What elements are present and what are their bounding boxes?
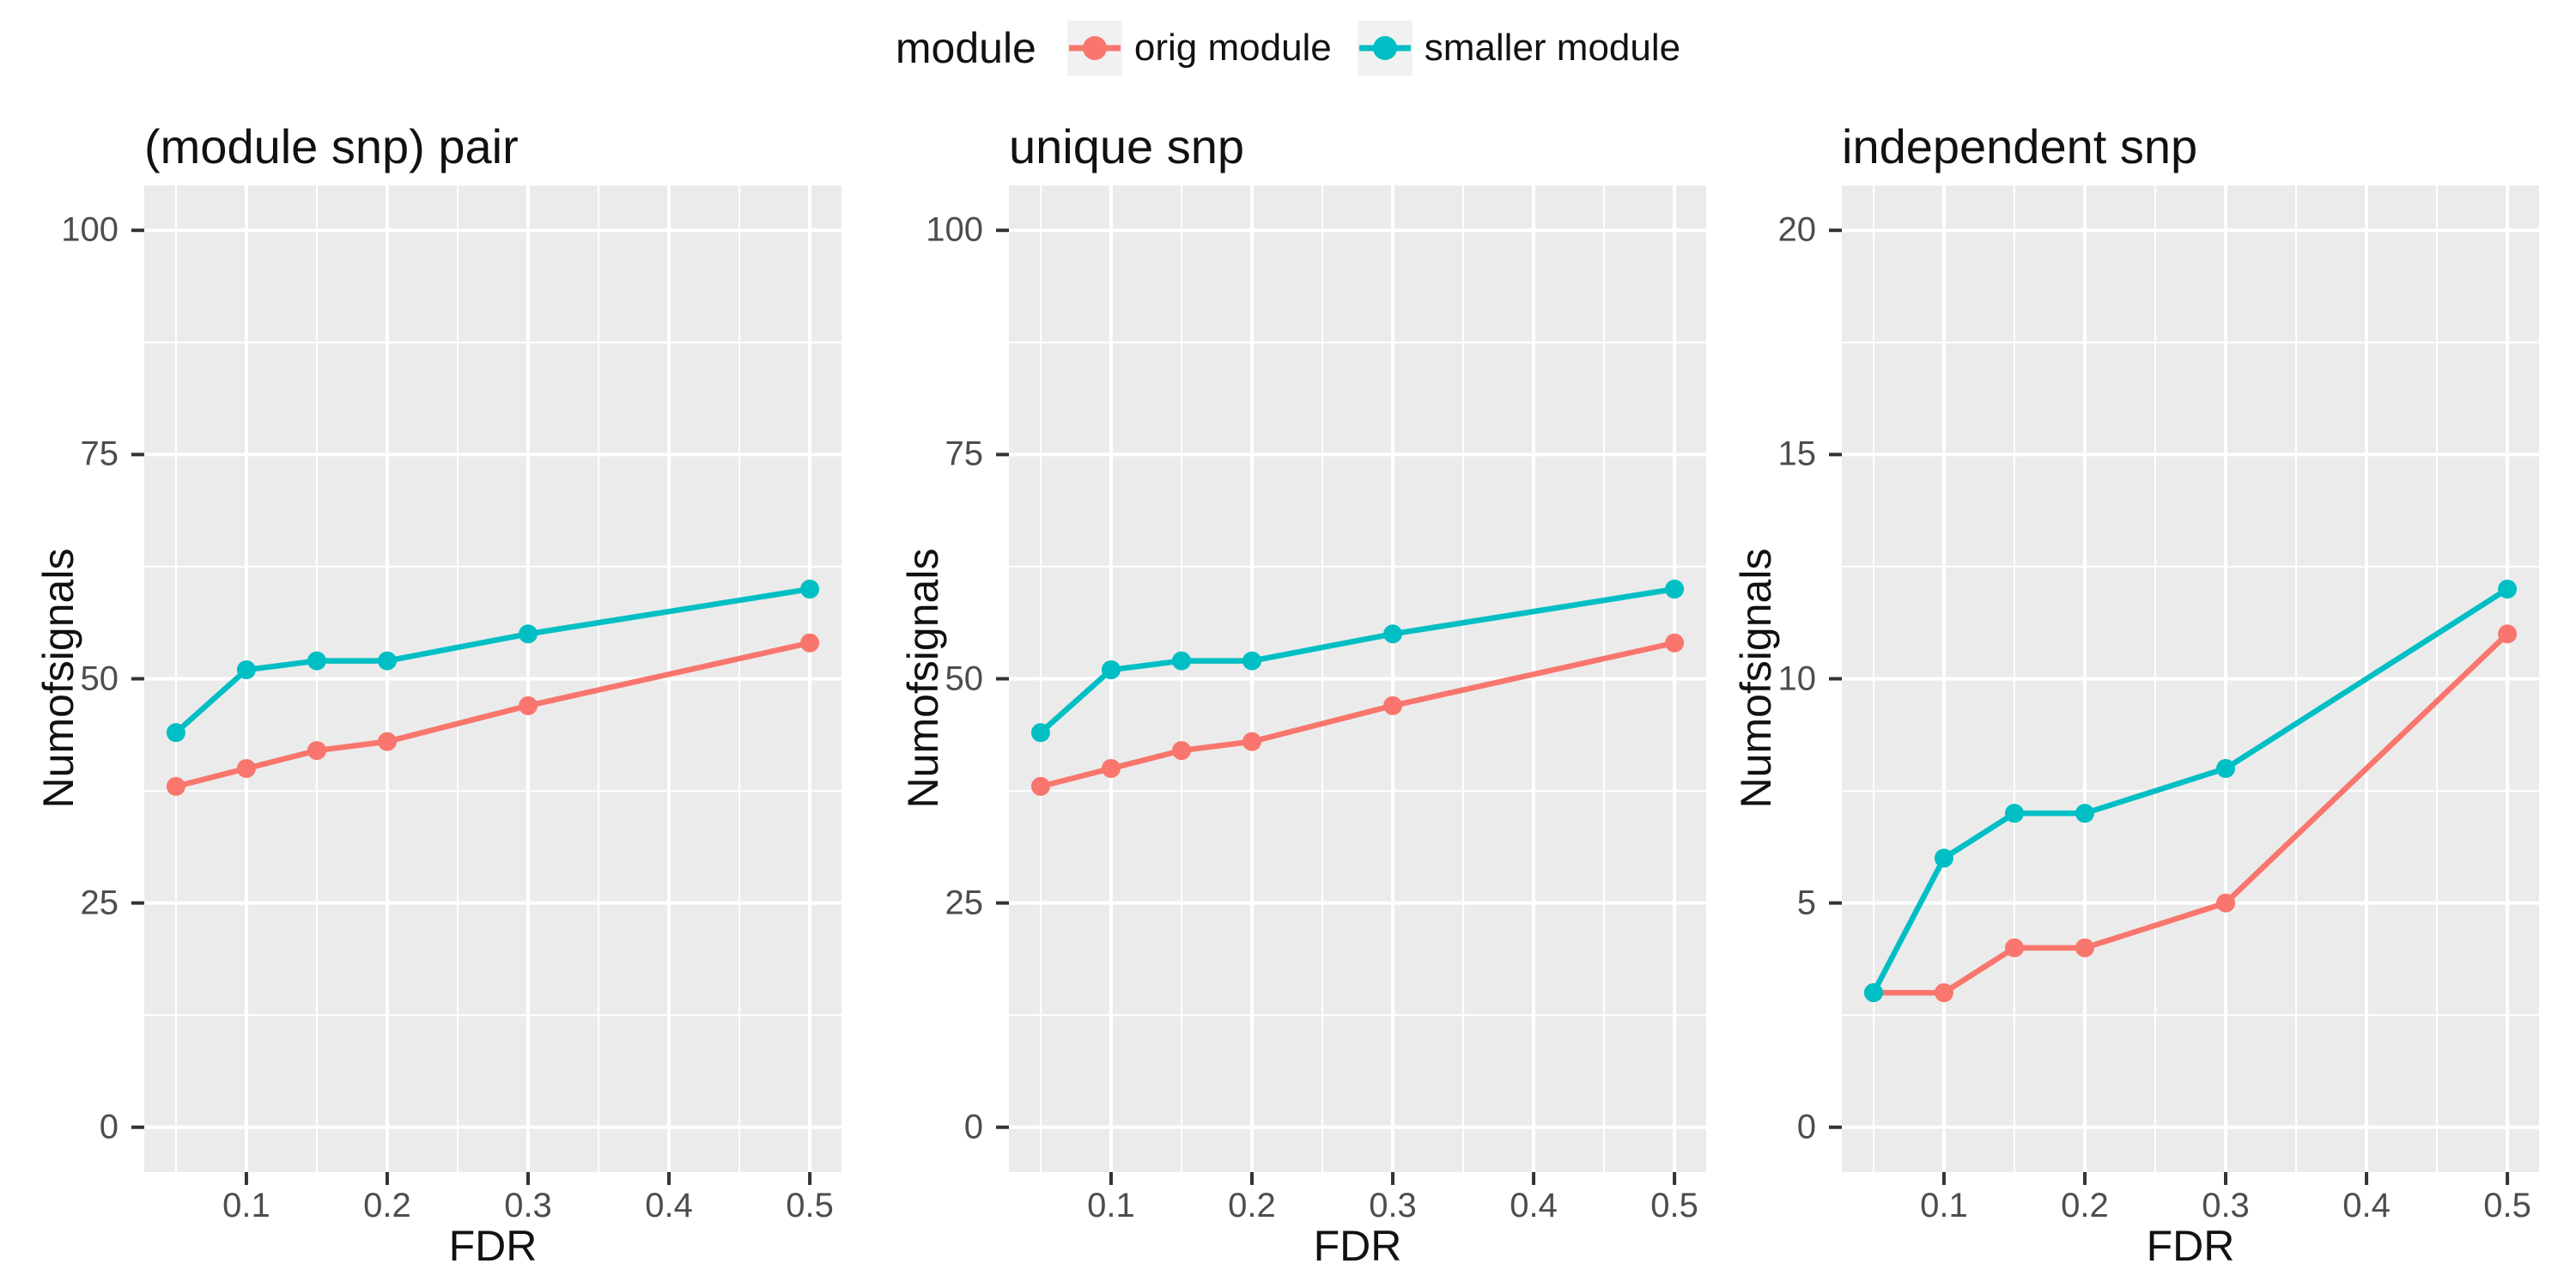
data-point (2498, 580, 2518, 599)
legend-key-smaller-module-icon (1357, 21, 1413, 76)
legend-title: module (895, 24, 1036, 72)
x-tick-label: 0.4 (645, 1187, 693, 1224)
data-point (236, 660, 256, 680)
x-tick-label: 0.4 (2342, 1187, 2391, 1224)
y-tick-label: 5 (1796, 884, 1816, 922)
data-point (2004, 804, 2024, 823)
x-tick-label: 0.2 (2061, 1187, 2109, 1224)
x-tick-label: 0.1 (1087, 1187, 1135, 1224)
legend-label: orig module (1133, 27, 1332, 69)
data-point (1665, 580, 1685, 599)
data-point (1171, 741, 1191, 761)
data-point (166, 723, 185, 743)
chart-title: unique snp (1009, 119, 1245, 173)
x-tick-label: 0.5 (2483, 1187, 2531, 1224)
data-point (2075, 938, 2094, 957)
series-line-smaller-module (1871, 586, 2509, 994)
data-point (1171, 651, 1191, 671)
x-tick-label: 0.3 (1369, 1187, 1417, 1224)
data-point (1863, 983, 1883, 1003)
chart-title: independent snp (1842, 119, 2198, 173)
legend: module orig module smaller module (0, 12, 2576, 84)
data-point (1030, 723, 1050, 743)
data-point (1101, 758, 1121, 778)
y-tick-label: 75 (80, 434, 119, 473)
y-tick-label: 50 (945, 659, 984, 697)
y-tick-label: 100 (926, 210, 983, 249)
y-tick-label: 100 (61, 210, 118, 249)
data-point (1665, 633, 1685, 653)
y-tick-label: 10 (1777, 659, 1817, 697)
legend-item-orig-module: orig module (1066, 21, 1332, 76)
series-line-orig-module (1040, 640, 1675, 789)
chart-title: (module snp) pair (144, 119, 519, 173)
data-point (307, 651, 326, 671)
data-point (1030, 776, 1050, 796)
x-tick-label: 0.2 (1228, 1187, 1276, 1224)
data-point (1101, 660, 1121, 680)
x-tick-label: 0.5 (786, 1187, 834, 1224)
legend-label: smaller module (1424, 27, 1681, 69)
y-tick-label: 0 (1796, 1108, 1816, 1146)
data-point (166, 776, 185, 796)
plot-area (996, 185, 1706, 1185)
data-point (800, 580, 820, 599)
data-point (1383, 696, 1403, 715)
data-point (236, 758, 256, 778)
y-tick-label: 25 (945, 884, 984, 922)
y-tick-label: 15 (1777, 434, 1817, 473)
x-tick-label: 0.4 (1510, 1187, 1558, 1224)
x-tick-label: 0.3 (2202, 1187, 2250, 1224)
x-tick-label: 0.5 (1650, 1187, 1698, 1224)
x-tick-label: 0.1 (222, 1187, 270, 1224)
data-point (1242, 732, 1261, 751)
data-point (1383, 624, 1403, 644)
y-axis-title: Numofsignals (1732, 548, 1780, 809)
series-line-orig-module (175, 640, 811, 789)
plot-area (1829, 185, 2539, 1185)
chart-independent-snp: independent snp Numofsignals FDR 0 5 10 15 2… (1726, 112, 2576, 1288)
x-tick-label: 0.2 (363, 1187, 411, 1224)
y-axis-title: Numofsignals (899, 548, 947, 809)
data-point (2216, 758, 2236, 778)
x-axis-title: FDR (448, 1222, 538, 1270)
y-tick-label: 25 (80, 884, 119, 922)
y-tick-label: 20 (1777, 210, 1817, 249)
plot-area (131, 185, 841, 1185)
x-tick-label: 0.3 (504, 1187, 552, 1224)
series-line-smaller-module (173, 586, 811, 735)
y-tick-label: 0 (99, 1108, 118, 1146)
y-tick-label: 75 (945, 434, 984, 473)
data-point (1242, 651, 1261, 671)
data-point (519, 696, 538, 715)
data-point (2498, 624, 2518, 644)
chart-module-snp-pair: (module snp) pair Numofsignals FDR 0 25 50… (0, 112, 867, 1288)
legend-item-smaller-module: smaller module (1357, 21, 1681, 76)
data-point (377, 732, 397, 751)
y-tick-label: 0 (963, 1108, 983, 1146)
data-point (377, 651, 397, 671)
y-tick-label: 50 (80, 659, 119, 697)
series-line-smaller-module (1038, 586, 1675, 735)
data-point (800, 633, 820, 653)
legend-key-orig-module-icon (1066, 21, 1122, 76)
data-point (1934, 983, 1953, 1003)
data-point (307, 741, 326, 761)
chart-unique-snp: unique snp Numofsignals FDR 0 25 50 75 100 0.… (867, 112, 1726, 1288)
series-line-orig-module (1873, 631, 2510, 996)
data-point (519, 624, 538, 644)
x-tick-label: 0.1 (1920, 1187, 1968, 1224)
data-point (1934, 848, 1953, 868)
x-axis-title: FDR (1313, 1222, 1402, 1270)
x-axis-title: FDR (2146, 1222, 2235, 1270)
data-point (2004, 938, 2024, 957)
y-axis-title: Numofsignals (34, 548, 82, 809)
data-point (2075, 804, 2094, 823)
data-point (2216, 893, 2236, 913)
